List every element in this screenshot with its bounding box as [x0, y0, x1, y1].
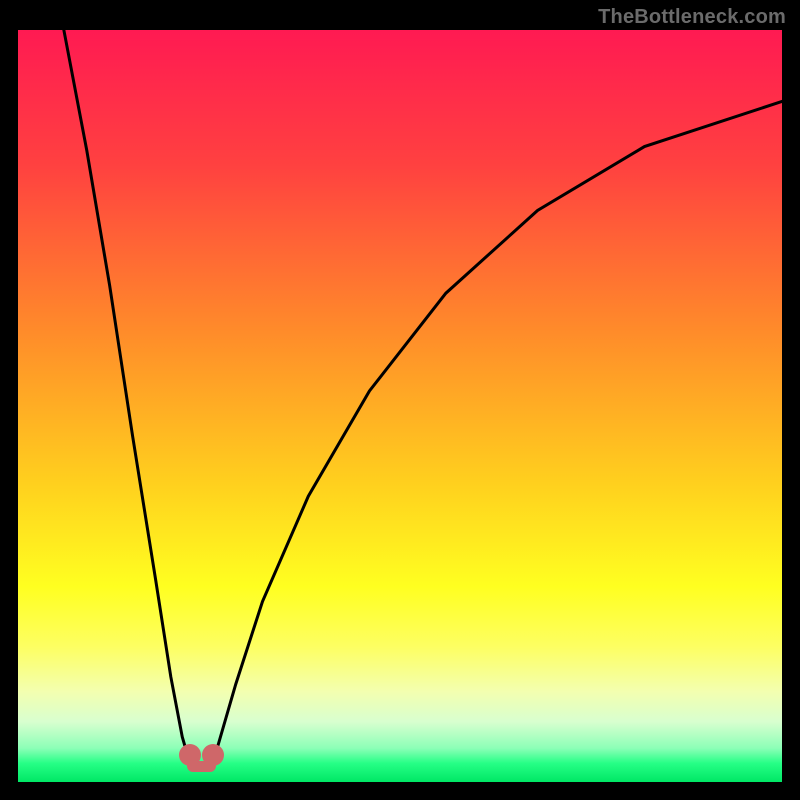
chart-frame: TheBottleneck.com	[0, 0, 800, 800]
curve-right-branch	[213, 101, 782, 763]
plot-area	[18, 30, 782, 782]
end-marker-bridge	[187, 761, 217, 772]
curve-left-branch	[64, 30, 190, 763]
curve-layer	[18, 30, 782, 782]
watermark-text: TheBottleneck.com	[598, 6, 786, 29]
